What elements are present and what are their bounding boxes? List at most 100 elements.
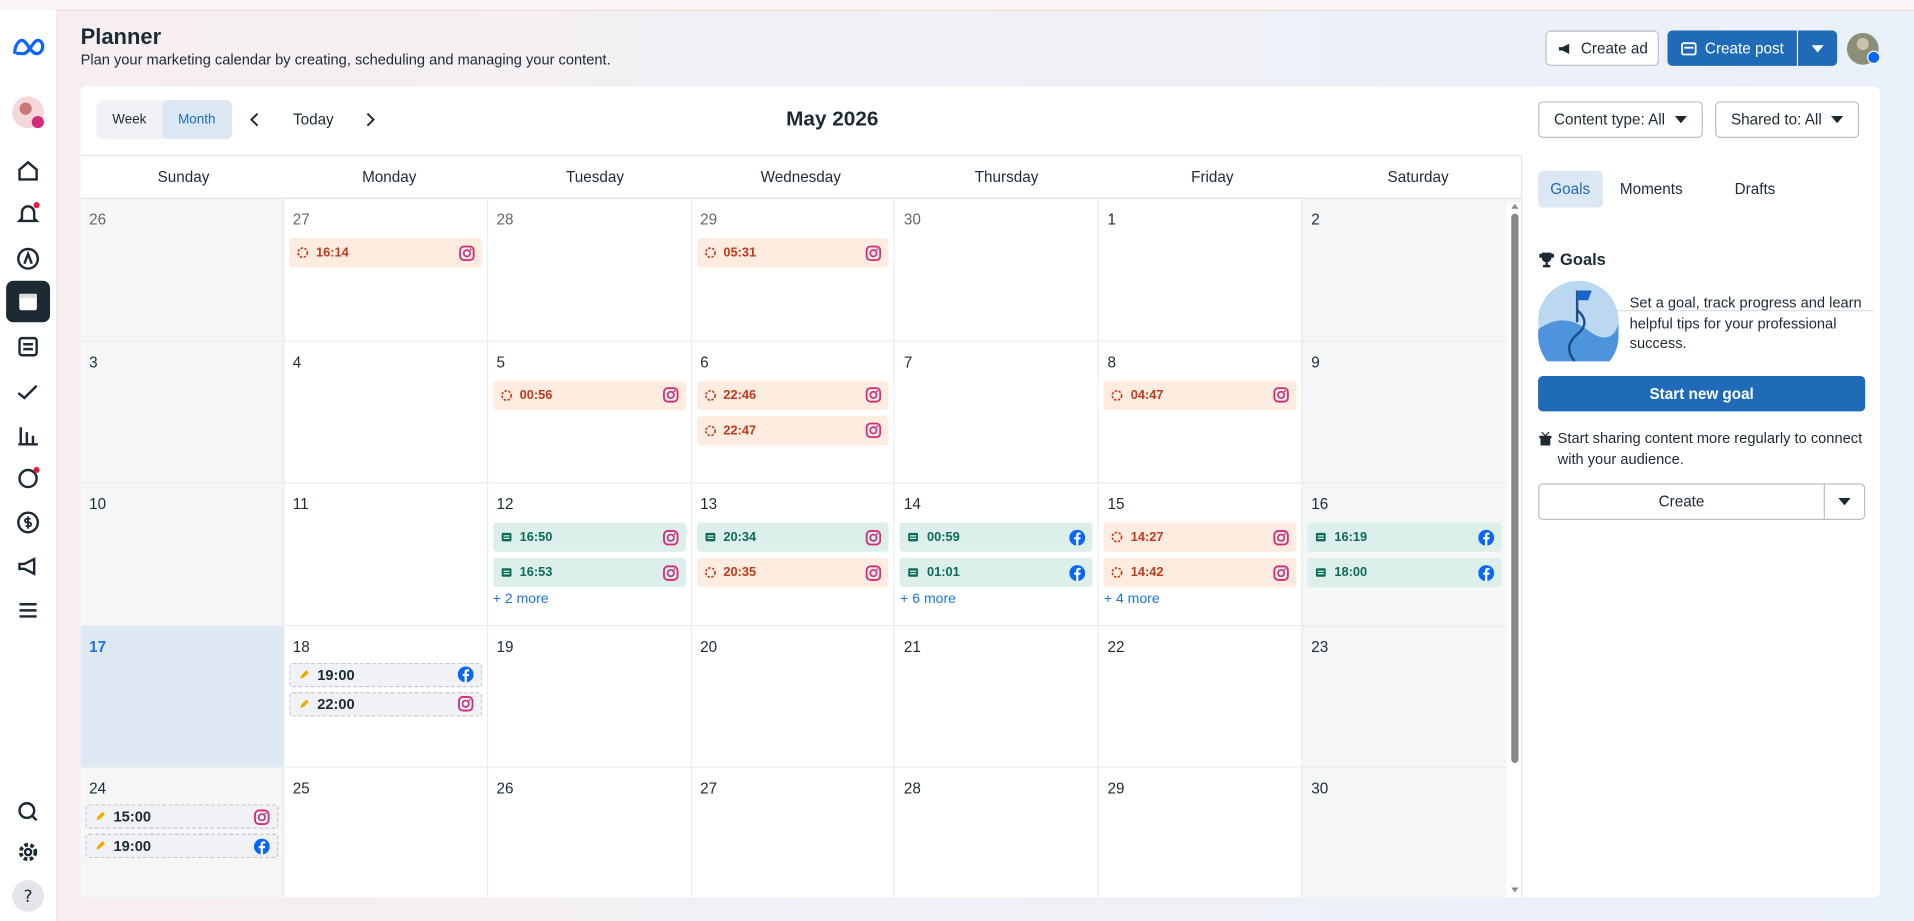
day-cell[interactable]: 27 xyxy=(691,767,896,898)
create-post-menu[interactable] xyxy=(1798,30,1838,66)
event-time: 20:34 xyxy=(723,529,757,545)
day-number: 27 xyxy=(700,780,718,798)
calendar-event[interactable]: 01:01 xyxy=(900,557,1093,588)
create-button[interactable]: Create xyxy=(1538,483,1866,521)
day-cell[interactable]: 10 xyxy=(80,483,285,626)
day-cell[interactable]: 29 05:31 xyxy=(691,198,896,342)
day-cell[interactable]: 11 xyxy=(284,483,488,626)
create-post-button[interactable]: Create post xyxy=(1667,30,1797,66)
monetization-icon[interactable] xyxy=(16,510,40,534)
profile-avatar[interactable] xyxy=(1846,32,1883,66)
instagram-icon xyxy=(662,564,678,581)
month-view[interactable]: Month xyxy=(162,100,232,140)
more-link[interactable]: + 2 more xyxy=(492,592,549,607)
start-goal-button[interactable]: Start new goal xyxy=(1538,375,1866,412)
more-link[interactable]: + 6 more xyxy=(900,592,956,607)
inbox-icon[interactable] xyxy=(16,466,40,490)
shared-to-filter[interactable]: Shared to: All xyxy=(1715,101,1860,138)
day-cell[interactable]: 17 xyxy=(80,625,285,768)
day-cell[interactable]: 28 xyxy=(487,198,692,342)
more-link[interactable]: + 4 more xyxy=(1103,592,1160,607)
content-type-filter[interactable]: Content type: All xyxy=(1538,101,1703,138)
calendar-event[interactable]: 20:34 xyxy=(696,522,890,552)
calendar-event[interactable]: 20:35 xyxy=(696,557,890,588)
calendar-event[interactable]: 15:00 xyxy=(85,804,279,829)
day-cell[interactable]: 1 xyxy=(1098,198,1303,342)
scrollbar[interactable] xyxy=(1509,199,1521,897)
day-cell[interactable]: 13 20:34 20:35 xyxy=(691,483,896,626)
home-icon[interactable] xyxy=(16,159,40,183)
day-cell[interactable]: 25 xyxy=(284,767,488,898)
calendar-event[interactable]: 16:14 xyxy=(289,238,482,268)
day-cell[interactable]: 5 00:56 xyxy=(487,341,692,484)
search-icon[interactable] xyxy=(16,800,40,824)
panel-tab[interactable]: Moments xyxy=(1619,180,1683,198)
day-cell[interactable]: 26 xyxy=(80,198,285,342)
day-cell[interactable]: 26 xyxy=(487,767,692,898)
day-cell[interactable]: 18 19:00 22:00 xyxy=(284,625,488,768)
calendar-event[interactable]: 04:47 xyxy=(1103,380,1297,410)
next-button[interactable] xyxy=(361,111,378,128)
day-cell[interactable]: 14 00:59 01:01 + 6 more xyxy=(895,483,1099,626)
calendar-event[interactable]: 18:00 xyxy=(1307,557,1502,588)
help-icon[interactable]: ? xyxy=(11,879,45,913)
calendar-event[interactable]: 16:53 xyxy=(492,557,686,588)
day-cell[interactable]: 4 xyxy=(284,341,488,484)
day-cell[interactable]: 15 14:27 14:42 + 4 more xyxy=(1098,483,1303,626)
event-time: 16:50 xyxy=(519,529,553,545)
day-number: 27 xyxy=(292,211,310,229)
day-cell[interactable]: 28 xyxy=(895,767,1099,898)
day-cell[interactable]: 12 16:50 16:53 + 2 more xyxy=(487,483,692,626)
day-cell[interactable]: 27 16:14 xyxy=(284,198,488,342)
calendar-event[interactable]: 22:47 xyxy=(696,415,890,445)
panel-tab[interactable]: Goals xyxy=(1538,170,1603,208)
calendar-event[interactable]: 14:27 xyxy=(1103,522,1297,552)
account-avatar[interactable] xyxy=(11,95,45,129)
week-view[interactable]: Week xyxy=(112,112,147,127)
create-ad-button[interactable]: Create ad xyxy=(1545,30,1659,66)
day-cell[interactable]: 8 04:47 xyxy=(1098,341,1303,484)
instagram-icon xyxy=(866,422,882,439)
meta-logo[interactable] xyxy=(11,34,48,61)
panel-tab[interactable]: Drafts xyxy=(1734,180,1776,198)
calendar-event[interactable]: 16:50 xyxy=(492,522,686,552)
prev-button[interactable] xyxy=(247,111,264,128)
day-cell[interactable]: 22 xyxy=(1098,625,1303,768)
calendar-event[interactable]: 22:00 xyxy=(289,691,482,716)
insights-icon[interactable] xyxy=(16,378,40,402)
content-icon[interactable] xyxy=(16,334,40,358)
menu-icon[interactable] xyxy=(16,598,40,622)
day-cell[interactable]: 19 xyxy=(487,625,692,768)
day-cell[interactable]: 21 xyxy=(895,625,1099,768)
day-cell[interactable]: 3 xyxy=(80,341,285,484)
day-cell[interactable]: 2 xyxy=(1302,198,1507,342)
analytics-icon[interactable] xyxy=(16,422,40,446)
calendar-event[interactable]: 16:19 xyxy=(1307,522,1502,552)
day-cell[interactable]: 29 xyxy=(1098,767,1303,898)
ads-icon[interactable] xyxy=(16,247,40,271)
day-cell[interactable]: 9 xyxy=(1302,341,1507,484)
campaign-icon[interactable] xyxy=(16,554,40,578)
day-cell[interactable]: 30 xyxy=(1302,767,1507,898)
calendar-event[interactable]: 14:42 xyxy=(1103,557,1297,588)
day-cell[interactable]: 24 15:00 19:00 xyxy=(80,767,285,898)
day-cell[interactable]: 16 16:19 18:00 xyxy=(1302,483,1507,626)
day-cell[interactable]: 20 xyxy=(691,625,896,768)
calendar-event[interactable]: 19:00 xyxy=(85,833,279,859)
calendar-event[interactable]: 00:56 xyxy=(492,380,686,410)
calendar-event[interactable]: 05:31 xyxy=(696,238,890,268)
day-cell[interactable]: 7 xyxy=(895,341,1099,484)
active-nav[interactable] xyxy=(6,280,51,323)
day-cell[interactable]: 6 22:46 22:47 xyxy=(691,341,896,484)
calendar-event[interactable]: 19:00 xyxy=(289,662,482,687)
caret-icon xyxy=(1674,115,1688,124)
day-cell[interactable]: 23 xyxy=(1302,625,1507,768)
today-button[interactable]: Today xyxy=(292,111,334,129)
create-menu[interactable] xyxy=(1825,485,1864,519)
notifications-icon[interactable] xyxy=(16,201,40,225)
calendar-event[interactable]: 00:59 xyxy=(900,522,1093,552)
settings-icon[interactable] xyxy=(16,840,40,864)
calendar-event[interactable]: 22:46 xyxy=(696,380,890,410)
day-cell[interactable]: 30 xyxy=(895,198,1099,342)
